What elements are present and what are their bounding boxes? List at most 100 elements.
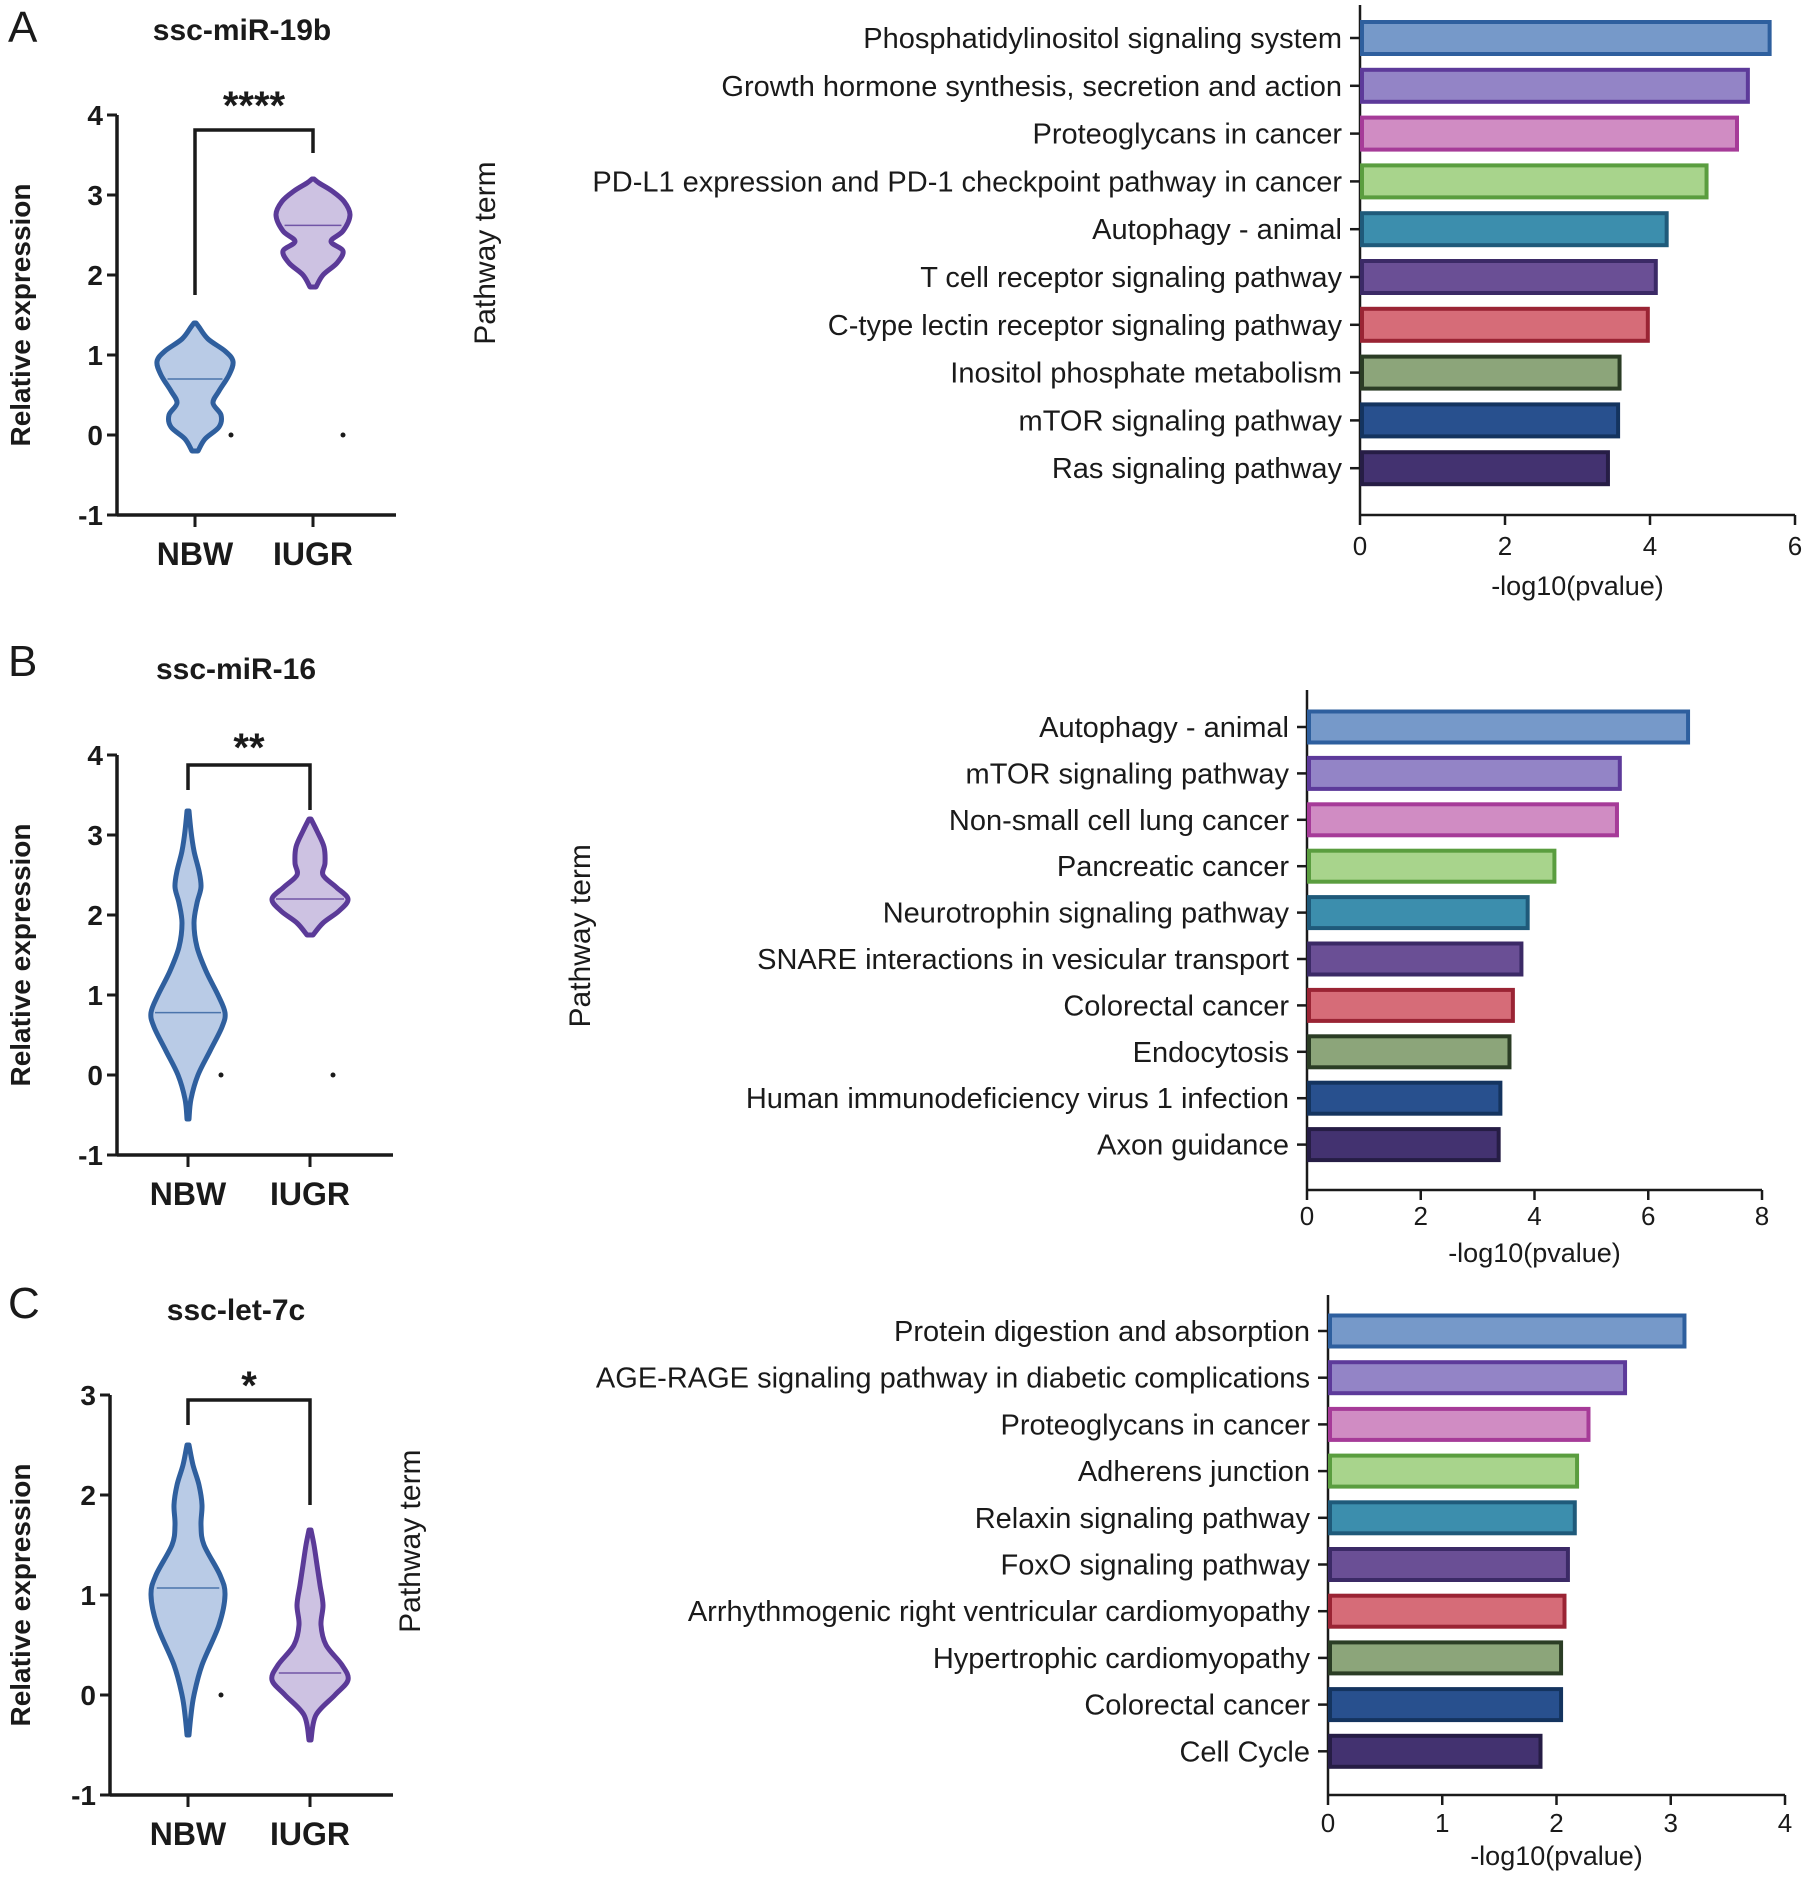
group-label-nbw: NBW: [150, 1816, 227, 1852]
x-tick-label: 4: [1643, 531, 1657, 561]
pathway-term-label: Proteoglycans in cancer: [1033, 119, 1343, 151]
pathway-bar: [1328, 1360, 1628, 1396]
pathway-bar: [1360, 20, 1772, 56]
x-tick-label: 2: [1414, 1201, 1428, 1231]
x-tick-label: 0: [1300, 1201, 1314, 1231]
bar-x-axis-label: -log10(pvalue): [1491, 571, 1664, 601]
pathway-bar: [1328, 1500, 1577, 1536]
pathway-term-label: Arrhythmogenic right ventricular cardiom…: [688, 1596, 1311, 1628]
pathway-term-label: Autophagy - animal: [1092, 214, 1342, 246]
violin-nbw: [148, 808, 228, 1122]
pathway-term-label: Endocytosis: [1133, 1037, 1289, 1069]
pathway-bar: [1360, 259, 1658, 295]
x-tick-label: 1: [1435, 1808, 1449, 1838]
bar-x-axis-label: -log10(pvalue): [1448, 1238, 1621, 1268]
group-label-iugr: IUGR: [270, 1176, 350, 1212]
pathway-term-label: Pancreatic cancer: [1057, 851, 1289, 883]
pathway-term-label: Ras signaling pathway: [1052, 453, 1343, 485]
pathway-term-label: Axon guidance: [1097, 1130, 1289, 1162]
significance-bracket: [193, 128, 315, 295]
violin-title: ssc-let-7c: [167, 1294, 305, 1327]
y-tick-label: 2: [87, 900, 103, 931]
pathway-term-label: Neurotrophin signaling pathway: [883, 898, 1290, 930]
pathway-term-label: Human immunodeficiency virus 1 infection: [746, 1083, 1289, 1115]
pathway-bar: [1360, 163, 1709, 200]
violin-y-axis-label: Relative expression: [5, 183, 36, 446]
significance-bracket: [186, 1398, 312, 1505]
pathway-term-label: Proteoglycans in cancer: [1001, 1409, 1311, 1441]
outlier-point: [218, 1072, 224, 1078]
x-tick-label: 6: [1641, 1201, 1655, 1231]
violin-title: ssc-miR-16: [156, 653, 316, 686]
x-tick-label: 6: [1788, 531, 1802, 561]
pathway-bar: [1307, 802, 1619, 838]
group-label-iugr: IUGR: [273, 536, 353, 572]
violin-title: ssc-miR-19b: [153, 14, 331, 47]
violin-iugr: [269, 1527, 351, 1743]
y-tick-label: 0: [80, 1680, 96, 1711]
x-tick-label: 8: [1755, 1201, 1769, 1231]
pathway-bar: [1307, 1080, 1503, 1116]
x-tick-label: 4: [1778, 1808, 1792, 1838]
pathway-bar-chart: 0 1 2 3 4 -log10(pvalue) Pathway term Protein d…: [394, 1295, 1792, 1871]
pathway-bar-chart: 0 2 4 6 8 -log10(pvalue) Pathway term Autophagy…: [564, 690, 1769, 1268]
pathway-term-label: Cell Cycle: [1179, 1736, 1310, 1768]
y-tick-label: 0: [87, 420, 103, 451]
pathway-term-label: AGE-RAGE signaling pathway in diabetic c…: [596, 1363, 1310, 1395]
pathway-term-label: mTOR signaling pathway: [1019, 405, 1343, 437]
outlier-point: [330, 1072, 336, 1078]
pathway-bar: [1328, 1733, 1543, 1769]
violin-plot: ssc-miR-16 Relative expression -1 0 1 2 3 4 NBW I…: [5, 653, 393, 1212]
panel-letter: A: [8, 3, 38, 52]
pathway-bar: [1328, 1406, 1591, 1442]
violin-iugr: [269, 816, 351, 938]
group-label-nbw: NBW: [157, 536, 234, 572]
pathway-term-label: Relaxin signaling pathway: [975, 1503, 1311, 1535]
pathway-term-label: PD-L1 expression and PD-1 checkpoint pat…: [592, 166, 1342, 198]
y-tick-label: 1: [80, 1580, 96, 1611]
y-tick-label: 4: [87, 740, 103, 771]
violin-plot: ssc-let-7c Relative expression -1 0 1 2 3 NBW IU…: [5, 1294, 393, 1852]
pathway-term-label: FoxO signaling pathway: [1001, 1550, 1311, 1582]
pathway-bar: [1360, 402, 1621, 439]
violin-y-axis-label: Relative expression: [5, 823, 36, 1086]
pathway-term-label: T cell receptor signaling pathway: [920, 262, 1342, 294]
violin-iugr: [273, 176, 353, 290]
pathway-bar: [1328, 1547, 1570, 1582]
y-tick-label: -1: [78, 1140, 103, 1171]
bar-y-axis-label: Pathway term: [469, 161, 502, 344]
y-tick-label: 2: [80, 1480, 96, 1511]
y-tick-label: 0: [87, 1060, 103, 1091]
x-tick-label: 2: [1498, 531, 1512, 561]
x-tick-label: 0: [1353, 531, 1367, 561]
pathway-bar: [1307, 895, 1530, 931]
y-tick-label: 2: [87, 260, 103, 291]
bar-x-axis-label: -log10(pvalue): [1470, 1841, 1643, 1871]
pathway-bar: [1360, 306, 1650, 343]
panel-letter: C: [8, 1279, 40, 1328]
significance-marker: **: [233, 726, 265, 770]
pathway-bar: [1307, 987, 1515, 1023]
y-tick-label: 1: [87, 340, 103, 371]
pathway-bar-chart: 0 2 4 6 -log10(pvalue) Pathway term Phosphatid…: [469, 5, 1802, 601]
pathway-term-label: Inositol phosphate metabolism: [950, 358, 1342, 390]
pathway-bar: [1328, 1593, 1567, 1629]
x-tick-label: 2: [1549, 1808, 1563, 1838]
x-tick-label: 4: [1527, 1201, 1541, 1231]
pathway-bar: [1360, 115, 1739, 152]
pathway-term-label: SNARE interactions in vesicular transpor…: [757, 944, 1289, 976]
x-tick-label: 0: [1321, 1808, 1335, 1838]
pathway-bar: [1328, 1313, 1687, 1349]
pathway-term-label: Colorectal cancer: [1063, 990, 1289, 1022]
y-tick-label: 3: [87, 180, 103, 211]
outlier-point: [228, 432, 234, 438]
violin-y-axis-label: Relative expression: [5, 1463, 36, 1726]
violin-plot: ssc-miR-19b Relative expression -1 0 1 2 3 4 NBW…: [5, 14, 396, 572]
pathway-term-label: Adherens junction: [1078, 1456, 1310, 1488]
y-tick-label: -1: [78, 500, 103, 531]
group-label-nbw: NBW: [150, 1176, 227, 1212]
significance-bracket: [186, 763, 312, 810]
y-tick-label: 3: [80, 1380, 96, 1411]
